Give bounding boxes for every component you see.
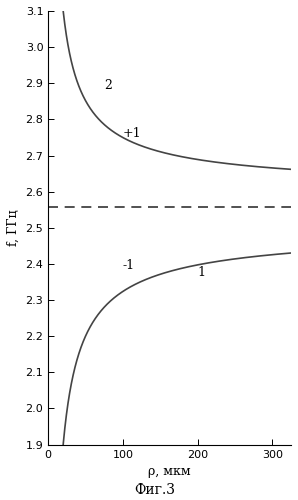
Y-axis label: f, ГГц: f, ГГц (7, 210, 20, 246)
Text: +1: +1 (123, 126, 142, 140)
Text: -1: -1 (123, 259, 135, 272)
Text: Фиг.3: Фиг.3 (134, 484, 176, 498)
Text: 1: 1 (198, 266, 206, 280)
Text: 2: 2 (104, 80, 112, 92)
X-axis label: ρ, мкм: ρ, мкм (148, 465, 191, 478)
